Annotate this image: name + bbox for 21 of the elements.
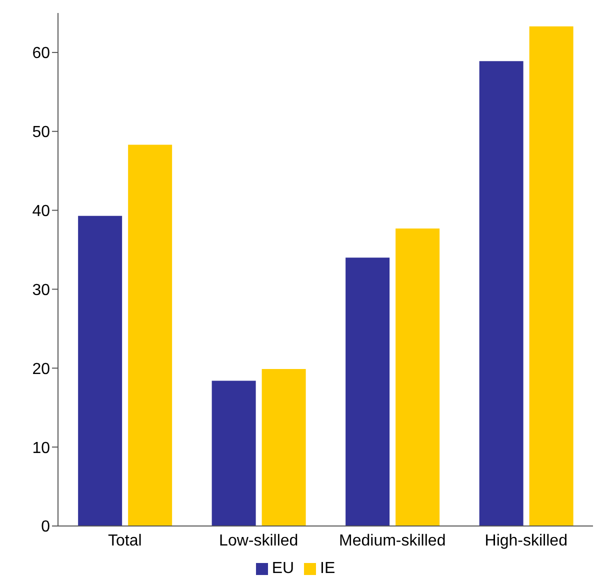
bar xyxy=(479,61,524,526)
x-tick-label: Low-skilled xyxy=(219,532,298,550)
bar xyxy=(346,258,390,526)
x-tick-label: High-skilled xyxy=(484,532,568,550)
y-tick-label: 30 xyxy=(32,282,50,299)
y-tick-label: 50 xyxy=(32,124,50,142)
y-tick-label: 40 xyxy=(32,202,50,220)
y-tick-label: 60 xyxy=(32,45,50,62)
legend-label: IE xyxy=(320,560,336,577)
y-tick-label: 0 xyxy=(41,518,50,536)
bar xyxy=(212,380,256,526)
x-tick-label: Total xyxy=(108,532,142,550)
x-tick-label: Medium-skilled xyxy=(339,532,446,550)
bar xyxy=(128,144,172,526)
legend-label: EU xyxy=(272,560,294,577)
bar xyxy=(529,26,574,526)
bar xyxy=(262,368,306,526)
bar xyxy=(396,228,440,526)
y-tick-label: 10 xyxy=(32,440,50,457)
y-tick-label: 20 xyxy=(32,360,50,378)
bar xyxy=(78,216,122,526)
